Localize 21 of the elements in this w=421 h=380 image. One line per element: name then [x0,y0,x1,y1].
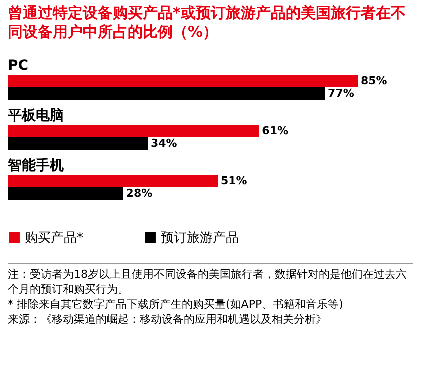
legend-label: 预订旅游产品 [161,230,239,246]
legend-label: 购买产品* [25,230,84,246]
y-tick-label: PC [8,58,29,74]
data-label: 28% [126,186,153,200]
data-label: 85% [361,74,388,88]
data-label: 77% [328,86,354,100]
y-tick-label: 智能手机 [7,157,64,174]
bar [8,175,218,188]
data-label: 51% [221,174,248,188]
y-tick-label: 平板电脑 [7,107,64,124]
data-label: 61% [262,124,289,138]
bar [8,125,260,138]
bar [8,75,358,88]
bar [8,88,326,100]
bar [8,188,124,200]
chart-title: 曾通过特定设备购买产品*或预订旅游产品的美国旅行者在不同设备用户中所占的比例（%） [8,4,407,42]
data-label: 34% [151,136,178,150]
text: 注：受访者为18岁以上且使用不同设备的美国旅行者，数据针对的是他们在过去六个月的预订和购买行为。 [8,267,408,297]
source-note: 来源：《移动渠道的崛起：移动设备的应用和机遇以及相关分析》 [8,312,328,327]
text: * 排除来自其它数字产品下载所产生的购买量(如APP、书籍和音乐等) [8,297,344,312]
bar [8,138,148,150]
